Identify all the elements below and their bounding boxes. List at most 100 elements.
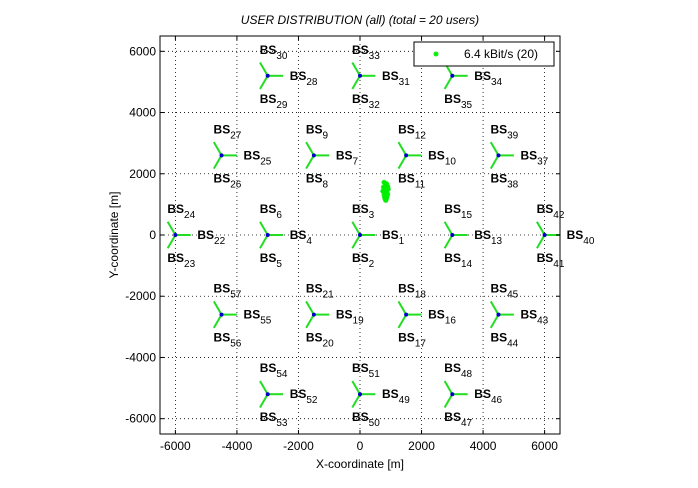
sector-antenna — [166, 234, 177, 249]
sector-antenna — [351, 62, 361, 77]
site-marker — [450, 233, 455, 237]
site-marker — [496, 312, 501, 317]
sector-antenna — [351, 234, 361, 249]
bs-label: BS17 — [398, 331, 426, 350]
site-marker — [265, 73, 270, 78]
bs-label: BS39 — [490, 122, 518, 141]
sector-antenna — [443, 221, 454, 236]
bs-label: BS8 — [306, 171, 329, 190]
bs-label: BS42 — [537, 202, 565, 221]
sector-antenna — [259, 221, 269, 236]
bs-label: BS15 — [444, 202, 472, 221]
sector-antenna — [305, 141, 315, 156]
y-tick-label: 0 — [149, 228, 156, 242]
site-marker — [311, 153, 316, 158]
bs-label: BS45 — [490, 282, 518, 301]
sector-antenna — [212, 300, 223, 316]
sector-antenna — [212, 141, 223, 156]
sector-antenna — [259, 380, 269, 395]
site-marker — [173, 233, 178, 237]
sector-antenna — [397, 154, 408, 170]
axis-ticks: -6000 -4000 -2000 0 2000 4000 6000 -6000 -4000 -2… — [125, 36, 560, 453]
base-station-site: BS3 BS1 BS2 — [351, 202, 405, 270]
y-tick-label: 4000 — [129, 106, 156, 120]
sector-antenna — [489, 141, 500, 156]
site-marker — [358, 73, 362, 78]
bs-label: BS14 — [444, 251, 472, 270]
x-tick-label: -4000 — [222, 439, 253, 453]
sector-antenna — [443, 234, 454, 249]
bs-label: BS48 — [444, 361, 472, 380]
bs-label: BS40 — [567, 228, 595, 247]
bs-label: BS41 — [537, 251, 565, 270]
sector-antenna — [489, 300, 500, 316]
bs-label: BS5 — [260, 251, 283, 270]
sector-antenna — [259, 75, 269, 90]
bs-label: BS51 — [352, 361, 380, 380]
site-marker — [219, 312, 224, 317]
sector-antenna — [443, 393, 454, 408]
site-marker — [358, 392, 362, 397]
sector-antenna — [443, 380, 454, 395]
sector-antenna — [536, 221, 546, 236]
sector-antenna — [212, 154, 223, 170]
marker-stroke — [383, 198, 389, 203]
bs-label: BS26 — [214, 171, 242, 190]
bs-label: BS24 — [167, 202, 195, 221]
site-marker — [450, 392, 455, 397]
marker-stroke — [380, 188, 385, 194]
x-tick-label: 2000 — [408, 439, 435, 453]
sector-antenna — [259, 62, 269, 77]
sector-antenna — [351, 221, 361, 236]
sector-antenna — [305, 314, 315, 329]
y-tick-label: -6000 — [125, 412, 156, 426]
sector-antenna — [489, 314, 500, 329]
x-tick-label: -6000 — [160, 439, 191, 453]
bs-label: BS29 — [260, 92, 288, 111]
bs-label: BS12 — [398, 122, 426, 141]
site-marker — [404, 312, 409, 317]
y-tick-label: -2000 — [125, 289, 156, 303]
bs-label: BS35 — [444, 92, 472, 111]
bs-label: BS49 — [382, 387, 410, 406]
bs-label: BS4 — [290, 228, 313, 247]
bs-label: BS13 — [474, 228, 502, 247]
site-marker — [311, 312, 316, 317]
x-tick-label: 4000 — [470, 439, 497, 453]
marker-stroke — [433, 51, 439, 57]
bs-label: BS19 — [336, 308, 364, 327]
bs-label: BS21 — [306, 282, 334, 301]
bs-label: BS50 — [352, 410, 380, 429]
bs-label: BS27 — [214, 122, 242, 141]
bs-label: BS18 — [398, 282, 426, 301]
y-tick-label: -4000 — [125, 350, 156, 364]
site-marker — [265, 233, 270, 237]
x-tick-label: 0 — [357, 439, 364, 453]
bs-label: BS56 — [214, 331, 242, 350]
bs-label: BS54 — [260, 361, 288, 380]
bs-label: BS37 — [520, 148, 548, 167]
bs-label: BS11 — [398, 171, 425, 190]
legend-entry-label: 6.4 kBit/s (20) — [464, 47, 538, 61]
bs-label: BS9 — [306, 122, 329, 141]
bs-label: BS34 — [474, 69, 502, 88]
bs-label: BS47 — [444, 410, 472, 429]
bs-label: BS30 — [260, 43, 288, 62]
sector-antenna — [305, 154, 315, 170]
bs-label: BS43 — [520, 308, 548, 327]
bs-label: BS3 — [352, 202, 375, 221]
y-axis-label: Y-coordinate [m] — [107, 192, 121, 279]
site-marker — [265, 392, 270, 397]
sector-antenna — [351, 380, 361, 395]
